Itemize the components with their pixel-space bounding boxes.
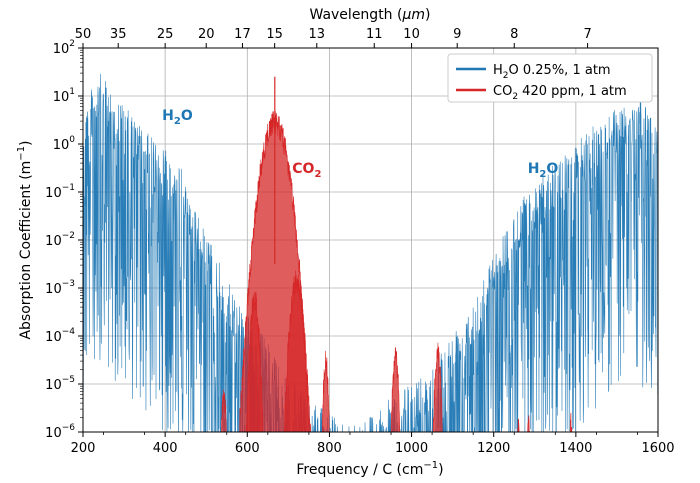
- h2o-series: [83, 73, 658, 432]
- top-tick-label: 25: [157, 27, 174, 42]
- top-tick-label: 7: [583, 27, 591, 42]
- co2-band: [517, 418, 520, 432]
- x-tick-label: 400: [153, 441, 178, 456]
- y-tick-label: 10−3: [45, 279, 75, 297]
- top-tick-label: 13: [309, 27, 326, 42]
- top-tick-label: 9: [453, 27, 461, 42]
- top-tick-label: 11: [366, 27, 383, 42]
- y-axis-ticks: 102 101 100 10−1 10−2 10−3 10−4 10−5 10−6: [45, 39, 83, 441]
- co2-band: [432, 342, 443, 432]
- x-tick-label: 1000: [395, 441, 428, 456]
- top-tick-label: 15: [266, 27, 283, 42]
- annotation-h2o-left: H2O: [162, 108, 193, 127]
- legend: H2O 0.25%, 1 atm CO2 420 ppm, 1 atm: [447, 53, 653, 103]
- x-axis-title: Frequency / C (cm−1): [296, 460, 443, 478]
- x-tick-label: 1600: [641, 441, 674, 456]
- y-tick-label: 10−4: [45, 327, 75, 345]
- top-tick-label: 8: [510, 27, 518, 42]
- x-tick-label: 600: [235, 441, 260, 456]
- y-tick-label: 10−6: [45, 423, 75, 441]
- co2-band: [245, 291, 264, 432]
- co2-band: [390, 346, 401, 432]
- x-axis-ticks: 200 400 600 800 1000 1200 1400 1600: [71, 432, 675, 456]
- co2-band: [527, 415, 530, 432]
- y-axis-title: Absorption Coefficient (m−1): [16, 140, 34, 339]
- x-tick-label: 1200: [477, 441, 510, 456]
- top-tick-label: 35: [110, 27, 127, 42]
- x-tick-label: 1400: [559, 441, 592, 456]
- co2-band: [283, 270, 310, 432]
- y-tick-label: 10−1: [45, 183, 75, 201]
- x-tick-label: 200: [71, 441, 96, 456]
- x-tick-label: 800: [317, 441, 342, 456]
- top-tick-label: 20: [198, 27, 215, 42]
- co2-series: [221, 76, 573, 432]
- top-tick-label: 10: [403, 27, 420, 42]
- legend-box: [447, 53, 653, 103]
- annotation-h2o-right: H2O: [528, 161, 559, 180]
- legend-label-h2o: H2O 0.25%, 1 atm: [493, 63, 611, 81]
- co2-band: [221, 389, 227, 432]
- top-tick-label: 50: [75, 27, 92, 42]
- top-axis-title: Wavelength (μm): [310, 7, 431, 23]
- y-tick-label: 101: [53, 87, 75, 105]
- h2o-absorption-line: [83, 73, 658, 432]
- y-tick-label: 10−2: [45, 231, 75, 249]
- annotation-co2: CO2: [292, 161, 321, 180]
- annotations: H2O CO2 H2O: [162, 108, 558, 180]
- top-tick-label: 17: [234, 27, 251, 42]
- y-tick-label: 10−5: [45, 375, 75, 393]
- y-tick-label: 100: [53, 135, 76, 153]
- y-tick-label: 102: [53, 39, 75, 57]
- legend-label-co2: CO2 420 ppm, 1 atm: [493, 84, 627, 102]
- co2-band: [569, 412, 573, 432]
- co2-band: [321, 350, 330, 432]
- top-axis-ticks: 50 35 25 20 17 15 13 11 10 9 8 7: [75, 27, 592, 48]
